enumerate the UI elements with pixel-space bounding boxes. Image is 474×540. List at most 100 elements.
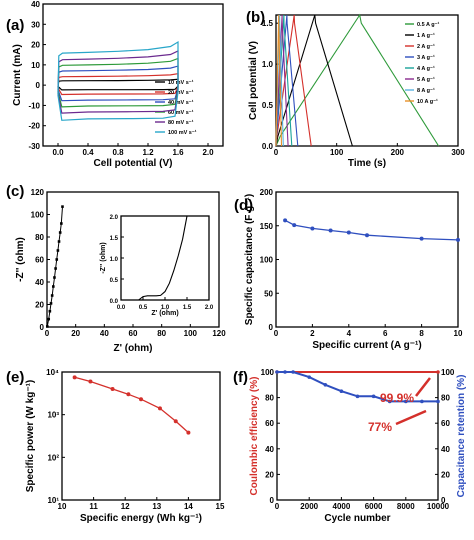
panel-a: 0.0 0.4 0.8 1.2 1.6 2.0 -30 -20 -10 0 10 20 30 40 Cell…	[6, 0, 224, 169]
y-axis-label: -Z'' (ohm)	[100, 242, 107, 273]
x-tick-label: 0.0	[52, 148, 64, 157]
y-tick-label: 10⁴	[46, 368, 59, 377]
nyquist-point	[60, 222, 63, 225]
ragone-point	[88, 379, 93, 384]
y-tick-label: 0.5	[262, 101, 274, 110]
x-axis-label: Cell potential (V)	[94, 158, 173, 169]
nyquist-point	[61, 205, 64, 208]
y-axis-label: -Z'' (ohm)	[15, 237, 26, 282]
plot-frame	[46, 191, 220, 328]
legend-label: 2 A g⁻¹	[417, 43, 435, 50]
y-tick-label: 100	[261, 368, 275, 377]
legend-label: 100 mV s⁻¹	[168, 129, 197, 136]
x-tick-label: 300	[451, 148, 465, 157]
y-tick-label: -30	[28, 142, 40, 151]
y-tick-label: 0	[36, 81, 41, 90]
ragone-point	[110, 386, 115, 391]
arrow-retention	[395, 409, 427, 426]
y-tick-label: 100	[260, 256, 274, 265]
y-axis-label-left: Coulombic efficiency (%)	[249, 377, 260, 496]
y-axis-label: Current (mA)	[12, 44, 23, 106]
capacitance-point	[365, 233, 369, 238]
capacitance-point	[310, 226, 315, 231]
x-tick-label: 20	[71, 329, 80, 338]
capacitance-point	[283, 218, 288, 223]
nyquist-point	[54, 267, 57, 270]
capacitance-point	[328, 228, 333, 233]
x-tick-label: 120	[212, 329, 226, 338]
x-tick-label: 15	[216, 502, 225, 511]
y-right-tick-label: 100	[441, 368, 455, 377]
y-tick-label: 40	[265, 445, 274, 454]
y-tick-label: 60	[265, 419, 274, 428]
legend-label: 80 mV s⁻¹	[168, 119, 194, 126]
y-tick-label: 0	[40, 323, 45, 332]
series-point-1	[283, 370, 287, 374]
y-tick-label: 0.0	[262, 142, 274, 151]
nyquist-point	[58, 231, 62, 234]
x-tick-label: 6	[383, 329, 388, 338]
legend-label: 40 mV s⁻¹	[168, 99, 194, 106]
nyquist-point	[47, 317, 51, 321]
y-tick-label: 1.5	[262, 19, 274, 28]
legend-label: 8 A g⁻¹	[417, 87, 435, 94]
ragone-point	[157, 406, 162, 411]
plot-frame	[275, 191, 459, 328]
series-point-0	[436, 370, 440, 374]
ragone-point	[173, 419, 178, 424]
legend-label: 1 A g⁻¹	[417, 32, 435, 39]
x-tick-label: 0.0	[117, 305, 126, 311]
plot-frame	[42, 3, 224, 147]
y-tick-label: 1.5	[110, 236, 119, 242]
series-point-1	[420, 399, 424, 404]
series-point-1	[355, 394, 360, 399]
ragone-point	[139, 397, 143, 402]
x-tick-label: 100	[330, 148, 344, 157]
gcd-curve-1	[275, 14, 353, 147]
nyquist-point	[50, 294, 54, 297]
x-axis-label: Z' (ohm)	[151, 310, 178, 317]
y-tick-label: 10³	[47, 411, 59, 420]
capacitance-point	[456, 237, 460, 242]
panel-b: 0 100 200 300 0.0 0.5 1.0 1.5 Time (s) Cell poten…	[246, 9, 465, 169]
cv-curve-5	[57, 40, 179, 121]
y-tick-label: -10	[28, 101, 40, 110]
capacitance-point	[419, 236, 424, 241]
y-axis-label: Cell potential (V)	[248, 41, 259, 120]
x-tick-label: 0	[275, 502, 280, 511]
x-axis-label: Time (s)	[348, 158, 386, 169]
x-tick-label: 10000	[427, 502, 450, 511]
gcd-curve-7	[275, 14, 283, 147]
x-tick-label: 2000	[300, 502, 318, 511]
y-tick-label: 30	[31, 20, 40, 29]
y-tick-label: 20	[265, 470, 274, 479]
x-tick-label: 1.5	[183, 305, 192, 311]
capacitance-line	[284, 219, 459, 241]
x-tick-label: 0.8	[112, 148, 124, 157]
x-tick-label: 8000	[397, 502, 415, 511]
y-tick-label: 40	[31, 0, 40, 9]
legend-label: 3 A g⁻¹	[417, 54, 435, 61]
panel-letter: (c)	[6, 183, 24, 200]
y-right-tick-label: 60	[441, 419, 450, 428]
cv-curve-2	[57, 65, 179, 102]
panel-letter: (e)	[6, 369, 24, 386]
x-axis-label: Z' (ohm)	[113, 343, 152, 354]
panel-e: 10 11 12 13 14 15 10¹ 10² 10³ 10⁴ Specific energy …	[6, 368, 225, 524]
x-tick-label: 40	[100, 329, 109, 338]
y-axis-label: Specific capacitance (F g⁻¹)	[244, 194, 255, 325]
x-tick-label: 2.0	[202, 148, 214, 157]
legend-label: 60 mV s⁻¹	[168, 109, 194, 116]
y-tick-label: 0.5	[110, 278, 119, 284]
legend-label: 10 A g⁻¹	[417, 98, 438, 105]
y-right-tick-label: 80	[441, 394, 450, 403]
ragone-point	[126, 392, 131, 397]
x-axis-label: Cycle number	[324, 513, 390, 524]
nyquist-point	[55, 258, 59, 261]
panel-c: 0 20 40 60 80 100 120 0 20 40 60 80 100 120 Z' (ohm) -Z…	[6, 183, 226, 354]
panel-letter: (a)	[6, 17, 24, 34]
y-tick-label: 1.0	[262, 60, 274, 69]
legend-label: 20 mV s⁻¹	[168, 89, 194, 96]
